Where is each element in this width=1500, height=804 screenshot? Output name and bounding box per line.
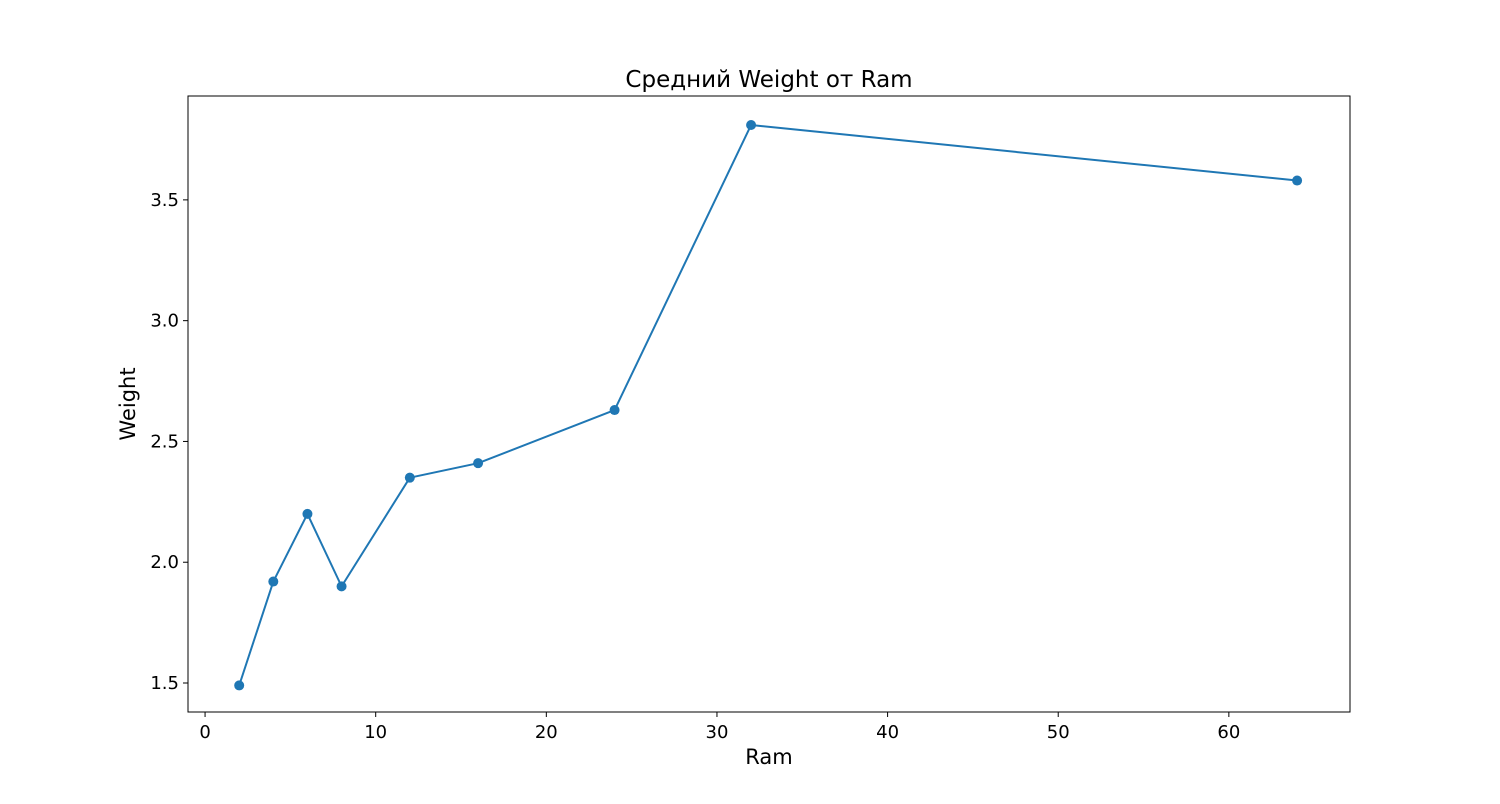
data-point [336,581,347,592]
x-tick-label: 10 [364,722,387,743]
y-tick-label: 2.0 [150,552,179,573]
x-axis-ticks: 0 10 20 30 40 50 60 [199,712,1240,743]
x-tick-label: 20 [535,722,558,743]
x-tick-label: 60 [1217,722,1240,743]
data-point [268,576,279,587]
x-tick-label: 40 [876,722,899,743]
data-point [746,119,757,130]
x-tick-label: 30 [706,722,729,743]
data-point [609,405,620,416]
x-tick-label: 0 [199,722,210,743]
x-axis-label: Ram [745,745,792,769]
y-axis-label: Weight [116,367,140,440]
data-point [1292,175,1303,186]
plot-area [187,95,1351,713]
y-axis-ticks: 1.5 2.0 2.5 3.0 3.5 [150,190,188,694]
data-point [473,458,484,469]
data-point [234,680,245,691]
y-tick-label: 3.0 [150,311,179,332]
x-tick-label: 50 [1047,722,1070,743]
y-tick-label: 1.5 [150,673,179,694]
y-tick-label: 3.5 [150,190,179,211]
data-point [302,508,313,519]
y-tick-label: 2.5 [150,431,179,452]
series-line-0 [238,123,1298,686]
plot-frame [187,95,1351,713]
data-point [404,472,415,483]
series-layer [234,119,1303,691]
chart-title: Средний Weight от Ram [625,67,912,93]
